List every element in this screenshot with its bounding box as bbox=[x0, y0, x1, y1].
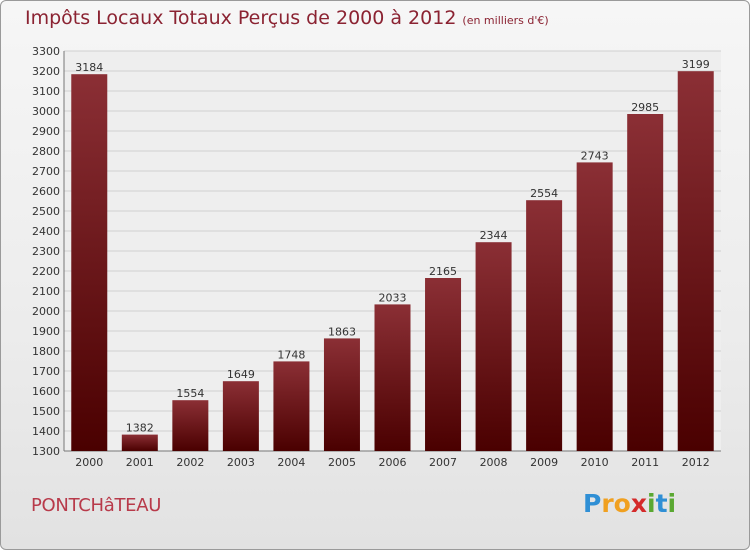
bar-value-label: 2554 bbox=[530, 187, 558, 200]
labels: 3184 2000 1382 2001 1554 2002 1649 2003 1748 2004… bbox=[75, 58, 709, 469]
y-tick-label: 3100 bbox=[32, 85, 60, 98]
y-tick-label: 3000 bbox=[32, 105, 60, 118]
x-tick-label: 2012 bbox=[682, 456, 710, 469]
bar bbox=[374, 304, 411, 451]
y-tick-label: 2300 bbox=[32, 245, 60, 258]
x-tick-label: 2009 bbox=[530, 456, 558, 469]
title-row: Impôts Locaux Totaux Perçus de 2000 à 20… bbox=[25, 7, 549, 29]
y-tick-label: 1300 bbox=[32, 445, 60, 458]
bar-value-label: 1382 bbox=[126, 422, 154, 435]
x-tick-label: 2001 bbox=[126, 456, 154, 469]
logo-letter: i bbox=[667, 489, 677, 518]
bar-value-label: 2743 bbox=[581, 149, 609, 162]
bar bbox=[273, 361, 310, 451]
bar bbox=[71, 74, 108, 451]
bar bbox=[576, 162, 613, 451]
bar-value-label: 2344 bbox=[480, 229, 508, 242]
bar-value-label: 2165 bbox=[429, 265, 457, 278]
bar bbox=[323, 338, 360, 451]
bar bbox=[677, 71, 714, 451]
x-tick-label: 2000 bbox=[75, 456, 103, 469]
bar bbox=[627, 114, 664, 451]
y-tick-label: 3200 bbox=[32, 65, 60, 78]
y-tick-label: 1600 bbox=[32, 385, 60, 398]
x-tick-label: 2005 bbox=[328, 456, 356, 469]
place-name: PONTCHâTEAU bbox=[31, 495, 162, 516]
x-tick-label: 2003 bbox=[227, 456, 255, 469]
chart-subtitle: (en milliers d'€) bbox=[462, 14, 549, 27]
bar-value-label: 2985 bbox=[631, 101, 659, 114]
bar bbox=[425, 278, 462, 451]
x-tick-label: 2008 bbox=[480, 456, 508, 469]
y-tick-label: 2000 bbox=[32, 305, 60, 318]
x-tick-label: 2010 bbox=[581, 456, 609, 469]
y-tick-label: 2200 bbox=[32, 265, 60, 278]
bar-value-label: 3199 bbox=[682, 58, 710, 71]
bar-value-label: 1554 bbox=[176, 387, 204, 400]
y-tick-label: 1400 bbox=[32, 425, 60, 438]
logo-letter: x bbox=[630, 489, 647, 518]
logo-letter: t bbox=[655, 489, 668, 518]
bar bbox=[222, 381, 259, 451]
x-tick-label: 2002 bbox=[176, 456, 204, 469]
x-tick-label: 2011 bbox=[631, 456, 659, 469]
x-tick-label: 2004 bbox=[277, 456, 305, 469]
bar-value-label: 1649 bbox=[227, 368, 255, 381]
bar bbox=[172, 400, 209, 451]
y-tick-label: 2400 bbox=[32, 225, 60, 238]
y-tick-label: 1800 bbox=[32, 345, 60, 358]
y-tick-label: 1900 bbox=[32, 325, 60, 338]
logo-letter: P bbox=[583, 489, 602, 518]
bar-value-label: 1863 bbox=[328, 325, 356, 338]
x-tick-label: 2007 bbox=[429, 456, 457, 469]
bar-value-label: 2033 bbox=[379, 291, 407, 304]
bar bbox=[121, 434, 158, 451]
y-tick-label: 2800 bbox=[32, 145, 60, 158]
bars bbox=[71, 71, 714, 451]
y-tick-label: 2600 bbox=[32, 185, 60, 198]
bar-value-label: 3184 bbox=[75, 61, 103, 74]
y-tick-label: 1700 bbox=[32, 365, 60, 378]
bar bbox=[526, 200, 563, 451]
y-tick-label: 1500 bbox=[32, 405, 60, 418]
y-tick-label: 3300 bbox=[32, 45, 60, 58]
y-tick-label: 2900 bbox=[32, 125, 60, 138]
y-tick-label: 2100 bbox=[32, 285, 60, 298]
y-tick-label: 2700 bbox=[32, 165, 60, 178]
y-tick-label: 2500 bbox=[32, 205, 60, 218]
bar-value-label: 1748 bbox=[277, 348, 305, 361]
x-tick-label: 2006 bbox=[379, 456, 407, 469]
proxiti-logo: Proxiti bbox=[583, 489, 676, 518]
logo-letter: r bbox=[601, 489, 614, 518]
logo-letter: o bbox=[613, 489, 631, 518]
logo-letter: i bbox=[647, 489, 656, 518]
bar bbox=[475, 242, 512, 451]
chart-title: Impôts Locaux Totaux Perçus de 2000 à 20… bbox=[25, 7, 457, 29]
